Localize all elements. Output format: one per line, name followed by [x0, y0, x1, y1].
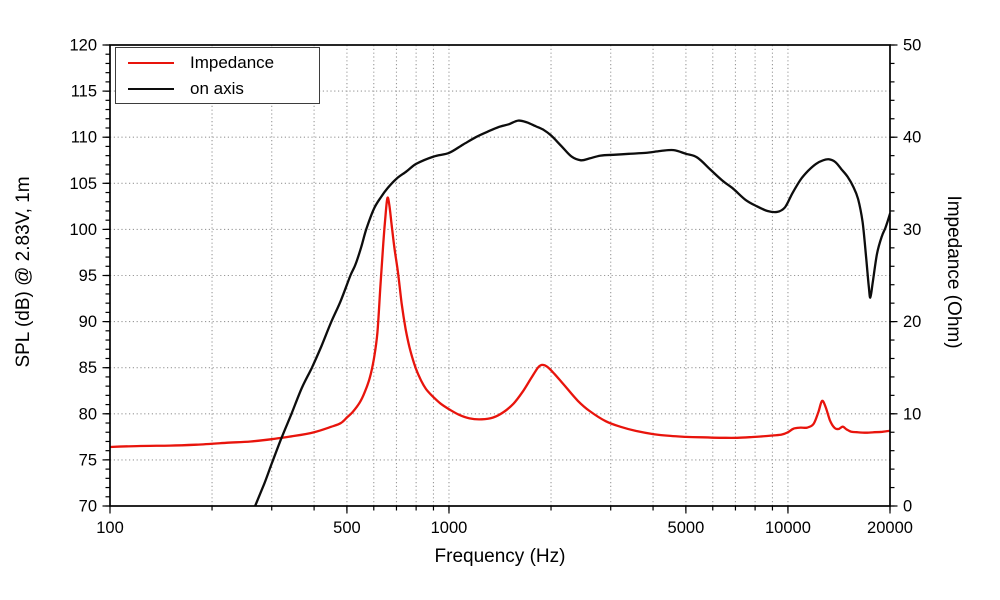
y-right-tick-label: 0 — [903, 498, 912, 516]
x-tick-label: 500 — [333, 519, 361, 537]
y-left-tick-label: 120 — [69, 37, 97, 55]
y-right-tick-label: 10 — [903, 405, 921, 423]
legend-line-sample — [128, 61, 174, 64]
grid-lines — [110, 45, 890, 506]
x-tick-label: 10000 — [765, 519, 811, 537]
left-axis-title: SPL (dB) @ 2.83V, 1m — [13, 176, 34, 368]
y-left-tick-label: 95 — [79, 267, 97, 285]
tick-labels: 100 500 1000 5000 10000 200007075808590951001… — [69, 37, 921, 538]
y-left-tick-label: 85 — [79, 359, 97, 377]
y-right-tick-label: 50 — [903, 37, 921, 55]
plot-frame — [109, 44, 891, 507]
y-left-tick-label: 100 — [69, 221, 97, 239]
y-left-tick-label: 75 — [79, 451, 97, 469]
x-axis-title: Frequency (Hz) — [434, 546, 566, 567]
y-right-tick-label: 40 — [903, 129, 921, 147]
y-left-tick-label: 90 — [79, 313, 97, 331]
y-left-tick-label: 70 — [79, 498, 97, 516]
x-tick-label: 20000 — [867, 519, 913, 537]
impedance-curve — [110, 196, 890, 449]
x-tick-label: 5000 — [668, 519, 705, 537]
legend: Impedance on axis — [115, 47, 320, 104]
y-right-tick-label: 20 — [903, 313, 921, 331]
on-axis-curve — [253, 119, 890, 506]
x-tick-label: 100 — [96, 519, 124, 537]
y-right-tick-label: 30 — [903, 221, 921, 239]
legend-item-on-axis: on axis — [128, 78, 319, 99]
y-left-tick-label: 115 — [71, 83, 97, 101]
y-left-tick-label: 105 — [69, 175, 97, 193]
legend-label: Impedance — [190, 53, 275, 72]
y-left-tick-label: 110 — [71, 129, 97, 147]
legend-line-sample — [128, 87, 174, 90]
legend-item-impedance: Impedance — [128, 52, 319, 73]
right-axis-title: Impedance (Ohm) — [943, 195, 964, 349]
legend-label: on axis — [190, 79, 244, 98]
y-left-tick-label: 80 — [79, 405, 97, 423]
x-tick-label: 1000 — [431, 519, 468, 537]
